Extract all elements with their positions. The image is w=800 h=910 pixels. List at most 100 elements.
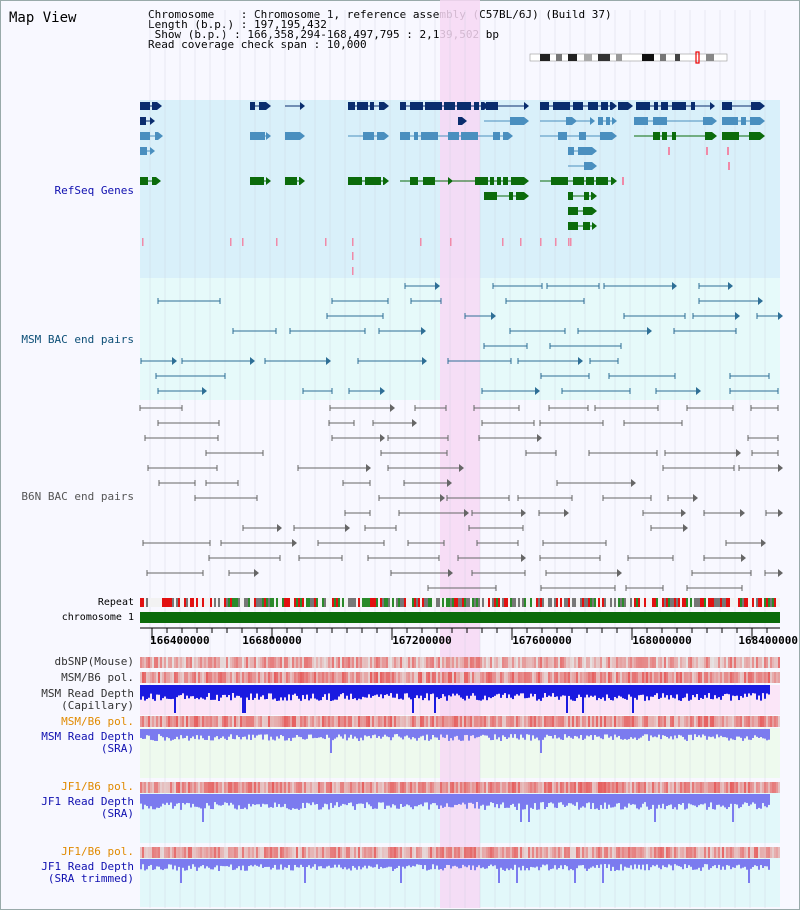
- depth-bar: [588, 859, 590, 869]
- heat-cell: [628, 672, 630, 683]
- heat-cell: [246, 847, 248, 858]
- heat-cell: [436, 657, 438, 668]
- depth-bar: [682, 729, 684, 737]
- depth-bar: [216, 685, 218, 695]
- heat-cell: [634, 847, 636, 858]
- repeat-block: [358, 598, 360, 607]
- heat-cell: [494, 716, 496, 727]
- heat-cell: [370, 782, 372, 793]
- depth-bar: [534, 859, 536, 868]
- depth-bar: [516, 729, 518, 739]
- refseq-genes[interactable]: [140, 102, 765, 275]
- heat-cell: [578, 657, 580, 668]
- depth-bar: [612, 859, 614, 867]
- heat-cell: [364, 782, 366, 793]
- read-depth-tracks[interactable]: [140, 685, 770, 883]
- gene-exon: [348, 102, 355, 110]
- depth-bar: [366, 729, 368, 737]
- gene-arrow: [384, 102, 389, 110]
- repeat-block: [376, 598, 378, 607]
- depth-bar: [276, 729, 278, 737]
- heat-cell: [210, 672, 212, 683]
- bac-end: [390, 404, 395, 412]
- depth-bar: [728, 794, 730, 808]
- depth-bar: [244, 685, 246, 713]
- heat-cell: [384, 716, 386, 727]
- depth-bar: [722, 729, 724, 738]
- repeat-block: [488, 598, 490, 607]
- repeat-block: [218, 598, 220, 607]
- depth-bar: [208, 794, 210, 806]
- refseq-label: RefSeq Genes: [54, 184, 134, 197]
- depth-bar: [322, 859, 324, 869]
- gene-arrow: [712, 117, 717, 125]
- heat-cell: [370, 672, 372, 683]
- depth-bar: [626, 685, 628, 700]
- heat-cell: [540, 782, 542, 793]
- heat-cell: [372, 847, 374, 858]
- depth-bar: [348, 794, 350, 803]
- depth-bar: [432, 729, 434, 735]
- heat-cell: [382, 657, 384, 668]
- depth-bar: [664, 729, 666, 736]
- heat-cell: [470, 716, 472, 727]
- depth-bar: [170, 729, 172, 741]
- b6n-bac-pairs[interactable]: [139, 404, 783, 591]
- heat-cell: [158, 657, 160, 668]
- depth-bar: [382, 794, 384, 803]
- heat-cell: [692, 657, 694, 668]
- heat-cell: [200, 672, 202, 683]
- depth-bar: [372, 685, 374, 696]
- depth-bar: [288, 859, 290, 866]
- depth-bar: [508, 729, 510, 738]
- depth-bar: [160, 685, 162, 701]
- depth-bar: [290, 794, 292, 810]
- heat-cell: [434, 847, 436, 858]
- heat-cell: [736, 716, 738, 727]
- depth-bar: [698, 729, 700, 736]
- msm-bac-pairs[interactable]: [140, 282, 783, 395]
- depth-bar: [330, 685, 332, 701]
- gene-exon: [672, 102, 686, 110]
- gene-marker: [706, 147, 708, 155]
- heat-cell: [204, 782, 206, 793]
- heat-cell: [740, 847, 742, 858]
- heat-cell: [440, 782, 442, 793]
- bac-end: [761, 539, 766, 547]
- heat-cell: [666, 672, 668, 683]
- heat-cell: [712, 672, 714, 683]
- heatmap-tracks[interactable]: [140, 657, 780, 858]
- chromosome-ideogram[interactable]: [529, 51, 728, 64]
- heat-cell: [600, 782, 602, 793]
- tick-label: 168000000: [632, 634, 692, 647]
- depth-bar: [450, 729, 452, 739]
- repeat-block: [422, 598, 424, 607]
- depth-bar: [172, 859, 174, 870]
- gene-exon: [568, 192, 573, 200]
- depth-bar: [480, 685, 482, 701]
- heat-cell: [668, 847, 670, 858]
- heat-cell: [576, 657, 578, 668]
- heat-cell: [294, 716, 296, 727]
- heat-cell: [706, 847, 708, 858]
- depth-bar: [346, 794, 348, 806]
- heat-cell: [528, 782, 530, 793]
- heat-cell: [342, 657, 344, 668]
- heat-cell: [368, 657, 370, 668]
- heat-cell: [746, 716, 748, 727]
- heat-cell: [288, 782, 290, 793]
- heat-cell: [380, 657, 382, 668]
- gene-arrow: [524, 117, 529, 125]
- depth-bar: [314, 685, 316, 699]
- heat-cell: [330, 847, 332, 858]
- repeat-track[interactable]: [140, 598, 780, 607]
- heat-cell: [240, 672, 242, 683]
- depth-bar: [596, 859, 598, 866]
- depth-bar: [184, 685, 186, 700]
- heat-cell: [492, 672, 494, 683]
- chromosome-bar[interactable]: [140, 612, 780, 623]
- depth-bar: [164, 729, 166, 741]
- heat-cell: [516, 847, 518, 858]
- heat-cell: [630, 716, 632, 727]
